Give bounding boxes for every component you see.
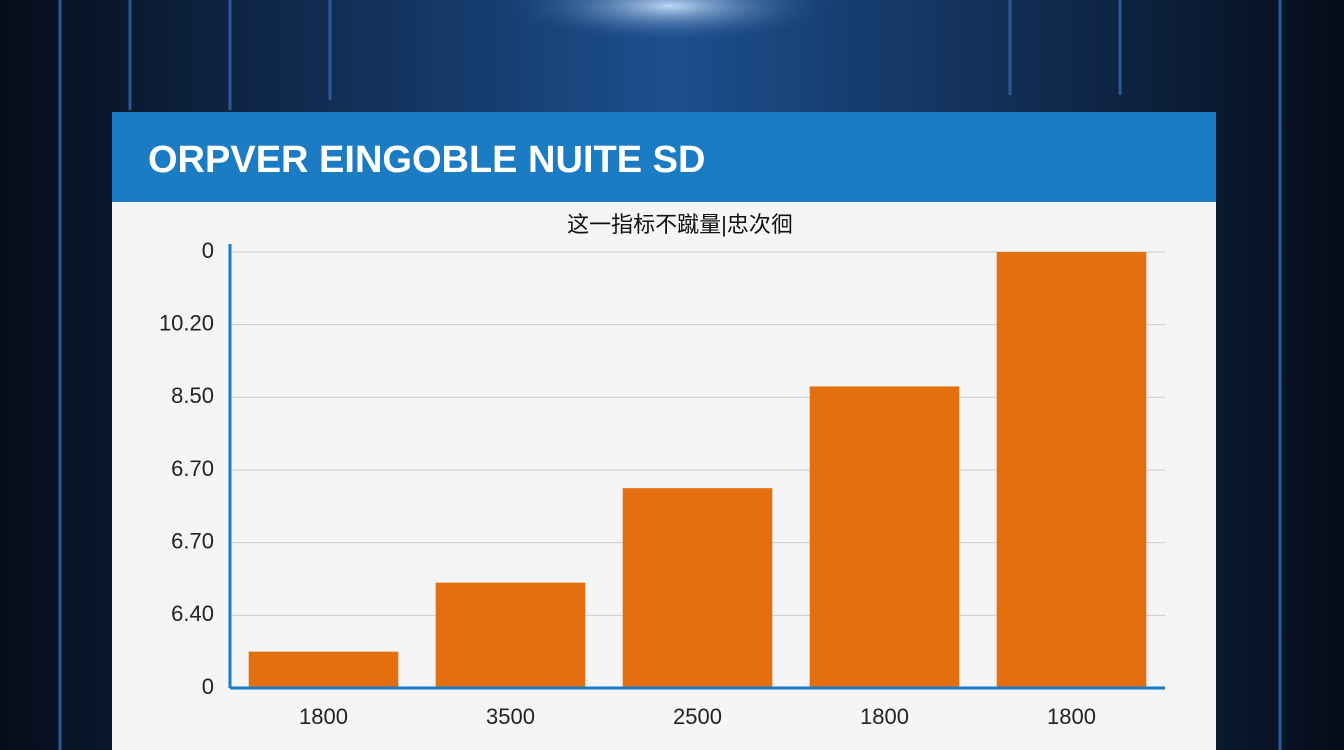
y-tick-label: 8.50 <box>171 383 214 408</box>
server-racks <box>58 0 1282 750</box>
y-tick-label: 6.40 <box>171 601 214 626</box>
y-tick-label: 6.70 <box>171 528 214 553</box>
bar <box>622 488 773 688</box>
x-tick-label: 2500 <box>673 704 722 729</box>
x-tick-label: 3500 <box>486 704 535 729</box>
bar <box>809 386 960 688</box>
x-tick-label: 1800 <box>1047 704 1096 729</box>
y-tick-label: 0 <box>202 238 214 263</box>
bar <box>248 651 399 688</box>
y-tick-label: 0 <box>202 674 214 699</box>
panel-header <box>112 112 1216 202</box>
x-tick-label: 1800 <box>299 704 348 729</box>
x-tick-label: 1800 <box>860 704 909 729</box>
y-tick-label: 10.20 <box>159 310 214 335</box>
y-tick-label: 6.70 <box>171 456 214 481</box>
bar <box>435 582 586 688</box>
chart-title: ORPVER EINGOBLE NUITE SD <box>148 139 705 181</box>
chart-subtitle: 这一指标不蹴量|忠次徊 <box>567 212 793 237</box>
bar <box>996 252 1147 688</box>
corridor-light <box>400 0 940 120</box>
